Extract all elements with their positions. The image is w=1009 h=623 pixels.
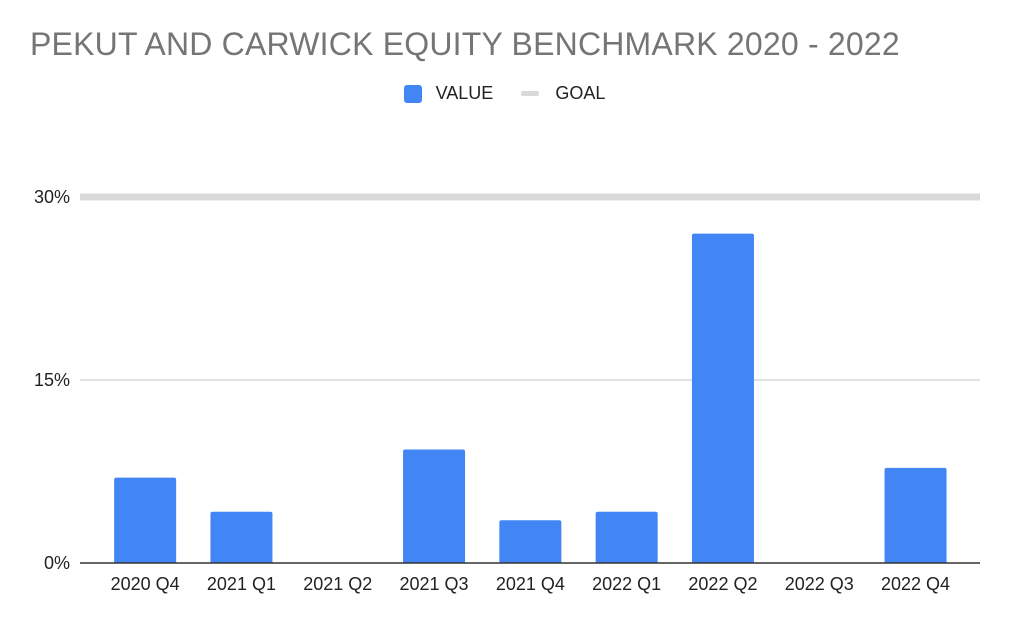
- x-axis-ticks: 2020 Q4 2021 Q1 2021 Q2 2021 Q3 2021 Q4 2022 …: [111, 574, 950, 594]
- bar[interactable]: [691, 233, 754, 563]
- y-axis-ticks: 0% 15% 30%: [34, 187, 70, 573]
- legend-swatch-value: [403, 84, 422, 103]
- x-tick-label: 2022 Q1: [592, 574, 661, 594]
- legend-swatch-goal: [521, 91, 540, 96]
- legend-item-value[interactable]: VALUE: [403, 83, 494, 104]
- bar[interactable]: [595, 511, 658, 563]
- chart-title: PEKUT AND CARWICK EQUITY BENCHMARK 2020 …: [30, 26, 900, 62]
- x-tick-label: 2022 Q4: [881, 574, 950, 594]
- y-tick-label: 30%: [34, 187, 70, 207]
- bars: [114, 233, 947, 563]
- x-tick-label: 2021 Q4: [496, 574, 565, 594]
- bar[interactable]: [114, 477, 177, 563]
- x-tick-label: 2021 Q3: [400, 574, 469, 594]
- x-tick-label: 2022 Q2: [688, 574, 757, 594]
- chart-legend: VALUE GOAL: [0, 83, 1009, 104]
- bar[interactable]: [499, 520, 562, 563]
- legend-label-goal: GOAL: [555, 83, 606, 103]
- x-tick-label: 2021 Q1: [207, 574, 276, 594]
- x-tick-label: 2022 Q3: [785, 574, 854, 594]
- bar[interactable]: [210, 511, 273, 563]
- bar[interactable]: [884, 467, 947, 563]
- x-tick-label: 2020 Q4: [111, 574, 180, 594]
- bar[interactable]: [403, 449, 466, 563]
- legend-label-value: VALUE: [435, 83, 494, 103]
- x-tick-label: 2021 Q2: [303, 574, 372, 594]
- y-tick-label: 15%: [34, 370, 70, 390]
- y-tick-label: 0%: [44, 553, 70, 573]
- legend-item-goal[interactable]: GOAL: [521, 83, 605, 104]
- gridlines: [80, 196, 980, 381]
